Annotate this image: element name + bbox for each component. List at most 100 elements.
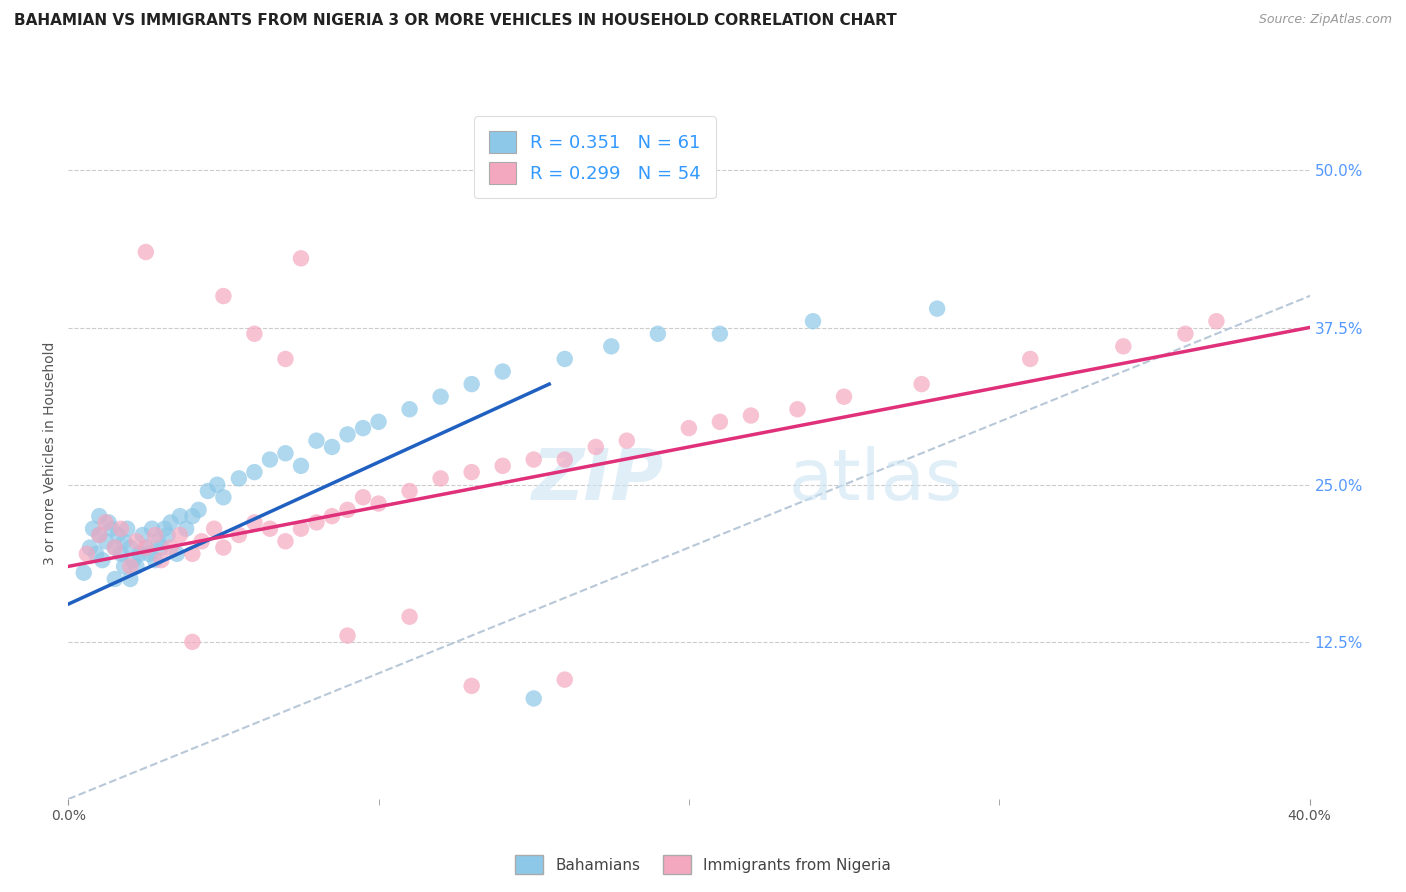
Point (212, 289, 235, 303)
Point (678, 421, 700, 435)
Point (492, 458, 515, 473)
Point (135, 541, 157, 555)
Point (290, 252, 312, 266)
Point (143, 553, 166, 567)
Point (138, 547, 160, 561)
Point (243, 516, 266, 530)
Point (832, 390, 855, 404)
Point (927, 301, 949, 316)
Point (187, 503, 209, 517)
Point (460, 465, 482, 479)
Point (91, 553, 114, 567)
Point (228, 528, 250, 542)
Point (290, 458, 312, 473)
Point (174, 522, 197, 536)
Point (143, 528, 166, 542)
Point (79, 541, 101, 555)
Point (305, 516, 328, 530)
Point (523, 691, 546, 706)
Point (429, 471, 451, 485)
Point (910, 377, 932, 392)
Point (212, 541, 235, 555)
Point (367, 497, 389, 511)
Point (112, 534, 135, 549)
Point (647, 326, 669, 341)
Point (100, 522, 122, 536)
Point (94, 534, 117, 549)
Point (104, 541, 127, 555)
Point (159, 541, 181, 555)
Point (205, 477, 228, 491)
Legend: R = 0.351   N = 61, R = 0.299   N = 54: R = 0.351 N = 61, R = 0.299 N = 54 (474, 117, 716, 198)
Point (492, 364, 515, 378)
Point (190, 534, 212, 549)
Point (181, 635, 204, 649)
Point (89, 509, 111, 524)
Point (228, 471, 250, 485)
Point (73, 566, 96, 580)
Point (104, 541, 127, 555)
Point (141, 522, 163, 536)
Point (523, 452, 546, 467)
Point (104, 572, 127, 586)
Point (585, 440, 607, 454)
Point (181, 509, 204, 524)
Point (120, 559, 142, 574)
Point (197, 483, 219, 498)
Text: atlas: atlas (789, 446, 963, 516)
Point (97, 516, 120, 530)
Point (135, 541, 157, 555)
Point (1112, 339, 1135, 353)
Point (243, 465, 266, 479)
Y-axis label: 3 or more Vehicles in Household: 3 or more Vehicles in Household (44, 342, 58, 565)
Point (398, 402, 420, 417)
Point (352, 421, 374, 435)
Point (148, 534, 170, 549)
Point (398, 483, 420, 498)
Point (616, 434, 638, 448)
Point (786, 402, 808, 417)
Point (150, 553, 173, 567)
Point (120, 541, 142, 555)
Point (305, 434, 328, 448)
Point (153, 522, 176, 536)
Point (212, 490, 235, 504)
Point (274, 534, 297, 549)
Point (554, 351, 576, 366)
Point (801, 314, 824, 328)
Point (321, 509, 343, 524)
Point (131, 528, 153, 542)
Point (150, 541, 173, 555)
Point (110, 522, 132, 536)
Point (554, 452, 576, 467)
Point (460, 377, 482, 392)
Point (169, 509, 191, 524)
Point (600, 339, 623, 353)
Point (202, 522, 225, 536)
Point (367, 415, 389, 429)
Point (336, 629, 359, 643)
Point (321, 440, 343, 454)
Point (709, 326, 731, 341)
Point (259, 452, 281, 467)
Point (336, 427, 359, 442)
Point (460, 679, 482, 693)
Point (89, 528, 111, 542)
Legend: Bahamians, Immigrants from Nigeria: Bahamians, Immigrants from Nigeria (509, 849, 897, 880)
Text: BAHAMIAN VS IMMIGRANTS FROM NIGERIA 3 OR MORE VEHICLES IN HOUSEHOLD CORRELATION : BAHAMIAN VS IMMIGRANTS FROM NIGERIA 3 OR… (14, 13, 897, 29)
Point (259, 522, 281, 536)
Point (274, 446, 297, 460)
Point (336, 503, 359, 517)
Point (352, 490, 374, 504)
Point (398, 609, 420, 624)
Point (243, 326, 266, 341)
Point (290, 522, 312, 536)
Point (156, 528, 179, 542)
Point (1174, 326, 1197, 341)
Point (120, 572, 142, 586)
Point (274, 351, 297, 366)
Point (166, 547, 188, 561)
Point (82, 522, 104, 536)
Point (107, 528, 129, 542)
Point (159, 516, 181, 530)
